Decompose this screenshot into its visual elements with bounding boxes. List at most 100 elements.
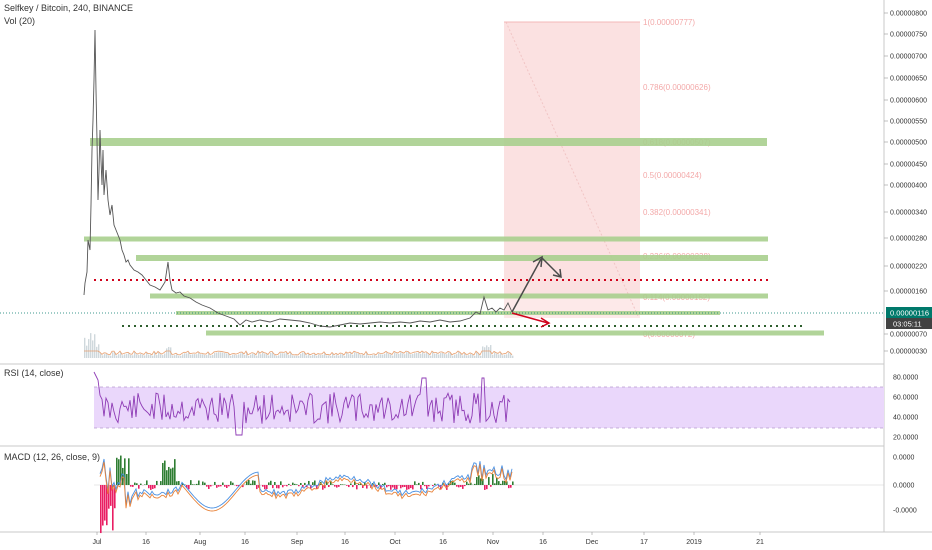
volume-bar (252, 353, 254, 358)
volume-bar (482, 346, 484, 358)
volume-bar (246, 352, 248, 358)
macd-hist-bar (400, 485, 402, 489)
volume-bar (338, 355, 340, 358)
symbol-title: Selfkey / Bitcoin, 240, BINANCE (4, 3, 134, 13)
macd-hist-bar (486, 485, 488, 490)
volume-bar (376, 355, 378, 358)
support-zone-bar (136, 255, 768, 261)
macd-hist-bar (140, 483, 142, 485)
price-tick-label: 0.00000700 (890, 54, 927, 61)
fib-level-label: 1(0.00000777) (643, 18, 695, 27)
volume-bar (426, 352, 428, 358)
macd-hist-bar (334, 485, 336, 487)
down-arrow (541, 257, 561, 277)
macd-hist-bar (236, 485, 238, 487)
price-tick-label: 0.00000340 (890, 210, 927, 217)
macd-hist-bar (306, 485, 308, 488)
macd-hist-bar (190, 480, 192, 485)
rsi-title: RSI (14, close) (4, 368, 64, 378)
volume-bar (334, 355, 336, 358)
time-tick-label: 2019 (686, 539, 702, 546)
volume-bar (230, 355, 232, 358)
macd-hist-bar (108, 485, 110, 509)
volume-bar (172, 355, 174, 358)
macd-hist-bar (468, 483, 470, 485)
macd-hist-bar (298, 485, 300, 487)
volume-bar (370, 355, 372, 358)
macd-hist-bar (380, 485, 382, 490)
macd-hist-bar (366, 485, 368, 489)
volume-bar (222, 352, 224, 358)
volume-bar (448, 352, 450, 358)
macd-hist-bar (104, 485, 106, 521)
macd-hist-bar (308, 480, 310, 485)
volume-bar (406, 352, 408, 358)
volume-bar (384, 353, 386, 358)
macd-hist-bar (506, 481, 508, 485)
macd-hist-bar (482, 478, 484, 485)
volume-bar (364, 355, 366, 358)
volume-bar (294, 355, 296, 358)
macd-hist-bar (204, 482, 206, 485)
macd-hist-bar (250, 483, 252, 485)
macd-hist-bar (498, 481, 500, 485)
macd-hist-bar (258, 485, 260, 488)
volume-bar (130, 354, 132, 358)
macd-tick-label: 0.0000 (893, 455, 915, 462)
volume-bar (146, 352, 148, 358)
macd-hist-bar (150, 485, 152, 490)
macd-hist-bar (456, 485, 458, 487)
macd-hist-bar (378, 482, 380, 485)
time-tick-label: Dec (586, 539, 599, 546)
volume-bar (270, 352, 272, 358)
price-badge-label: 0.00000116 (890, 309, 929, 318)
volume-bar (202, 354, 204, 358)
volume-bar (216, 352, 218, 358)
macd-hist-bar (342, 484, 344, 485)
volume-bar (104, 353, 106, 358)
volume-bar (102, 355, 104, 358)
volume-bar (380, 354, 382, 358)
volume-bar (244, 354, 246, 358)
macd-hist-bar (362, 485, 364, 488)
macd-hist-bar (462, 485, 464, 489)
countdown-label: 03:05:11 (893, 320, 922, 329)
fib-labels: 1(0.00000777)0.786(0.00000626)0.618(0.00… (643, 18, 711, 339)
volume-bar (226, 353, 228, 358)
price-tick-label: 0.00000650 (890, 76, 927, 83)
macd-hist-bar (410, 485, 412, 489)
volume-bar (330, 355, 332, 358)
volume-bar (292, 355, 294, 358)
volume-bar (290, 352, 292, 358)
macd-hist-bar (168, 466, 170, 485)
macd-hist-bar (512, 481, 514, 485)
volume-bar (394, 352, 396, 358)
volume-bar (108, 355, 110, 358)
volume-bar (468, 355, 470, 358)
macd-hist-bar (338, 485, 340, 487)
rsi-tick-label: 80.0000 (893, 375, 918, 382)
macd-histogram (100, 455, 514, 534)
macd-hist-bar (290, 485, 292, 486)
volume-bar (318, 354, 320, 358)
macd-hist-bar (264, 485, 266, 490)
macd-hist-bar (356, 485, 358, 490)
up-arrow (511, 258, 542, 313)
price-badge (886, 307, 932, 318)
macd-series-line (99, 458, 513, 509)
volume-title: Vol (20) (4, 16, 36, 26)
projection-arrows (511, 255, 562, 328)
volume-bar (500, 352, 502, 358)
macd-hist-bar (286, 485, 288, 487)
volume-bar (192, 354, 194, 358)
macd-hist-bar (232, 482, 234, 485)
volume-bar (160, 354, 162, 358)
volume-bar (142, 354, 144, 358)
volume-bar (256, 355, 258, 358)
volume-bar (274, 354, 276, 358)
volume-bar (374, 354, 376, 358)
volume-bar (280, 353, 282, 358)
volume-bar (156, 355, 158, 358)
macd-hist-bar (280, 481, 282, 485)
macd-hist-bar (172, 467, 174, 485)
